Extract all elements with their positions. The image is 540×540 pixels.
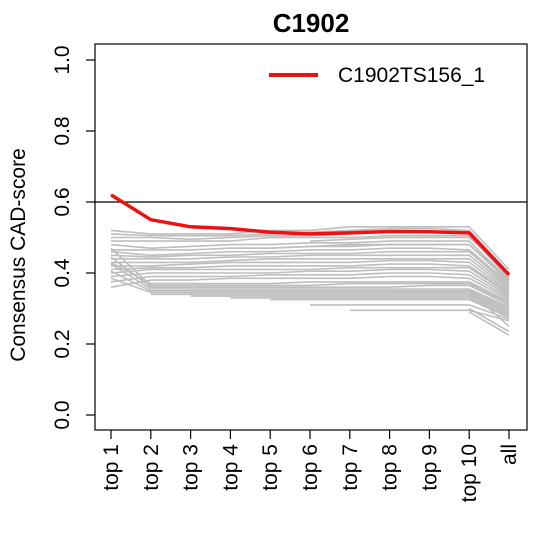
x-tick-label: all [498, 444, 521, 465]
background-series-line [468, 307, 510, 333]
legend-label: C1902TS156_1 [338, 64, 485, 87]
background-series-line [190, 295, 510, 315]
background-series-line [110, 275, 510, 301]
background-series-line [230, 297, 510, 317]
background-series-line [110, 250, 510, 287]
plot-border [94, 43, 528, 431]
y-tick-label: 0.6 [51, 187, 74, 216]
background-series-line [110, 226, 510, 271]
background-series-line [349, 309, 510, 322]
background-series-line [110, 263, 510, 294]
y-tick-label: 0.8 [51, 116, 74, 145]
x-tick-label: top 8 [379, 444, 402, 491]
background-series-line [310, 304, 510, 320]
y-tick-label: 1.0 [51, 45, 74, 74]
background-series-line [110, 256, 510, 306]
highlight-series-line [110, 193, 511, 277]
x-tick-label: top 6 [299, 444, 322, 491]
background-series-line [150, 293, 510, 313]
chart-title: C1902 [273, 8, 350, 38]
plot-area: 0.0 0.2 0.4 0.6 0.8 1.0 top 1 top 2 top 3 top 4 to… [51, 43, 528, 502]
background-series-line [110, 272, 510, 299]
background-series-line [110, 263, 510, 308]
x-tick-label: top 7 [339, 444, 362, 491]
x-tick-label: top 10 [458, 444, 481, 502]
x-tick-label: top 2 [140, 444, 163, 491]
background-series-line [110, 266, 510, 295]
background-series-line [389, 289, 510, 327]
x-tick-label: top 9 [418, 444, 441, 491]
y-axis-label: Consensus CAD-score [7, 148, 30, 362]
background-series-line [110, 268, 510, 297]
background-series-line [230, 243, 510, 281]
background-series-line [111, 259, 510, 292]
background-series-line [468, 311, 510, 336]
background-series-line [309, 236, 510, 274]
y-tick-label: 0.2 [51, 329, 74, 358]
background-series-line [111, 254, 510, 288]
y-tick-label: 0.0 [51, 400, 74, 429]
x-tick-label: top 3 [180, 444, 203, 491]
background-series-line [111, 234, 510, 279]
y-tick-label: 0.4 [51, 258, 74, 288]
background-series-line [110, 277, 510, 312]
background-series-line [111, 257, 510, 290]
x-tick-label: top 5 [259, 444, 282, 491]
background-series-line [110, 261, 510, 303]
background-series-line [110, 247, 510, 304]
x-tick-label: top 1 [100, 444, 123, 491]
background-series-line [110, 240, 510, 281]
x-tick-label: top 4 [219, 444, 242, 491]
background-series-line [110, 247, 510, 285]
background-series-line [270, 298, 510, 319]
